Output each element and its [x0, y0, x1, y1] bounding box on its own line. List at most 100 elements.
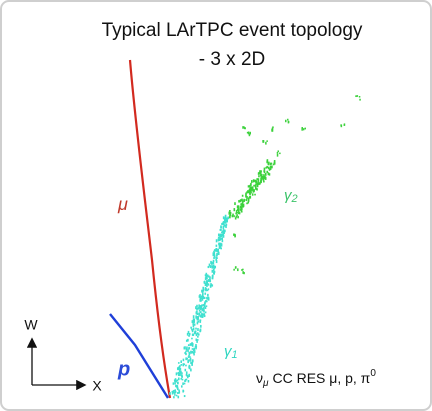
hit — [214, 249, 216, 251]
hit — [206, 280, 208, 282]
hit — [242, 195, 244, 197]
event-display: Typical LArTPC event topology - 3 x 2D μ… — [0, 0, 432, 411]
hit — [183, 359, 185, 362]
hit — [176, 372, 178, 375]
hit — [194, 348, 196, 350]
hit — [185, 379, 187, 382]
caption-charge: 0 — [370, 368, 376, 379]
hit — [202, 296, 204, 299]
hit — [197, 336, 199, 338]
hit — [190, 343, 192, 346]
hit — [248, 199, 250, 202]
hit — [265, 142, 267, 145]
hit — [245, 199, 247, 201]
hit — [205, 273, 207, 276]
hit — [249, 132, 251, 135]
hit — [186, 371, 188, 374]
gamma-index: 2 — [291, 193, 298, 205]
hit — [233, 215, 235, 217]
hit — [225, 225, 227, 228]
hit — [357, 95, 359, 97]
hit — [182, 379, 184, 381]
hit — [266, 171, 268, 173]
hit — [200, 311, 202, 313]
hit — [263, 181, 265, 183]
hit — [204, 315, 206, 317]
hit — [194, 323, 196, 325]
hit — [192, 323, 194, 325]
hit — [279, 153, 281, 155]
hit — [178, 362, 180, 364]
hit — [187, 349, 189, 352]
hit — [205, 283, 207, 285]
hit — [272, 128, 274, 130]
hit — [200, 325, 202, 328]
hit — [264, 168, 266, 171]
hit — [266, 166, 268, 168]
hit — [174, 394, 176, 396]
hit — [255, 187, 257, 190]
hit — [242, 200, 244, 203]
hit — [240, 209, 242, 211]
hit — [189, 353, 191, 355]
hit — [177, 368, 179, 370]
hit — [177, 382, 179, 385]
hit — [178, 391, 180, 394]
hit — [216, 245, 218, 247]
hit — [206, 297, 208, 300]
hit — [177, 396, 179, 399]
hit — [213, 253, 215, 255]
hit — [215, 258, 217, 261]
hit — [187, 360, 189, 362]
hit — [259, 170, 261, 172]
hit — [173, 396, 175, 398]
hit — [230, 212, 232, 214]
hit — [277, 152, 279, 154]
hit — [203, 313, 205, 315]
hit — [227, 217, 229, 220]
hit — [237, 268, 239, 271]
hit — [196, 339, 198, 341]
hit — [193, 315, 195, 318]
gamma-index: 1 — [232, 349, 238, 361]
hit — [251, 180, 253, 183]
hit — [234, 235, 236, 237]
hit — [258, 172, 260, 175]
hit — [179, 365, 181, 367]
hit — [213, 272, 215, 275]
hit — [277, 154, 279, 157]
hit — [195, 328, 197, 330]
hit — [178, 378, 180, 381]
hit — [191, 342, 193, 344]
hit — [234, 202, 236, 205]
hit — [213, 260, 215, 262]
hit — [216, 255, 218, 257]
hit — [188, 348, 190, 350]
hit — [181, 385, 183, 387]
hit — [181, 374, 183, 376]
hit — [288, 121, 290, 124]
hit — [192, 334, 194, 336]
hit — [255, 184, 257, 186]
hit — [226, 219, 228, 221]
hit — [192, 345, 194, 347]
hit — [184, 395, 186, 397]
hit — [184, 347, 186, 350]
hit — [249, 185, 251, 187]
hit — [196, 308, 198, 311]
hit — [178, 390, 180, 392]
hit — [216, 248, 218, 251]
hit — [355, 95, 357, 97]
hit — [235, 266, 237, 268]
hit — [179, 371, 181, 373]
hit — [236, 214, 238, 216]
hit — [253, 185, 255, 187]
hit — [202, 316, 204, 318]
hit — [180, 360, 182, 363]
hit — [209, 280, 211, 282]
hit — [193, 328, 195, 331]
hit — [192, 359, 194, 362]
hit — [192, 348, 194, 350]
hit — [212, 270, 214, 273]
hit — [253, 179, 255, 182]
